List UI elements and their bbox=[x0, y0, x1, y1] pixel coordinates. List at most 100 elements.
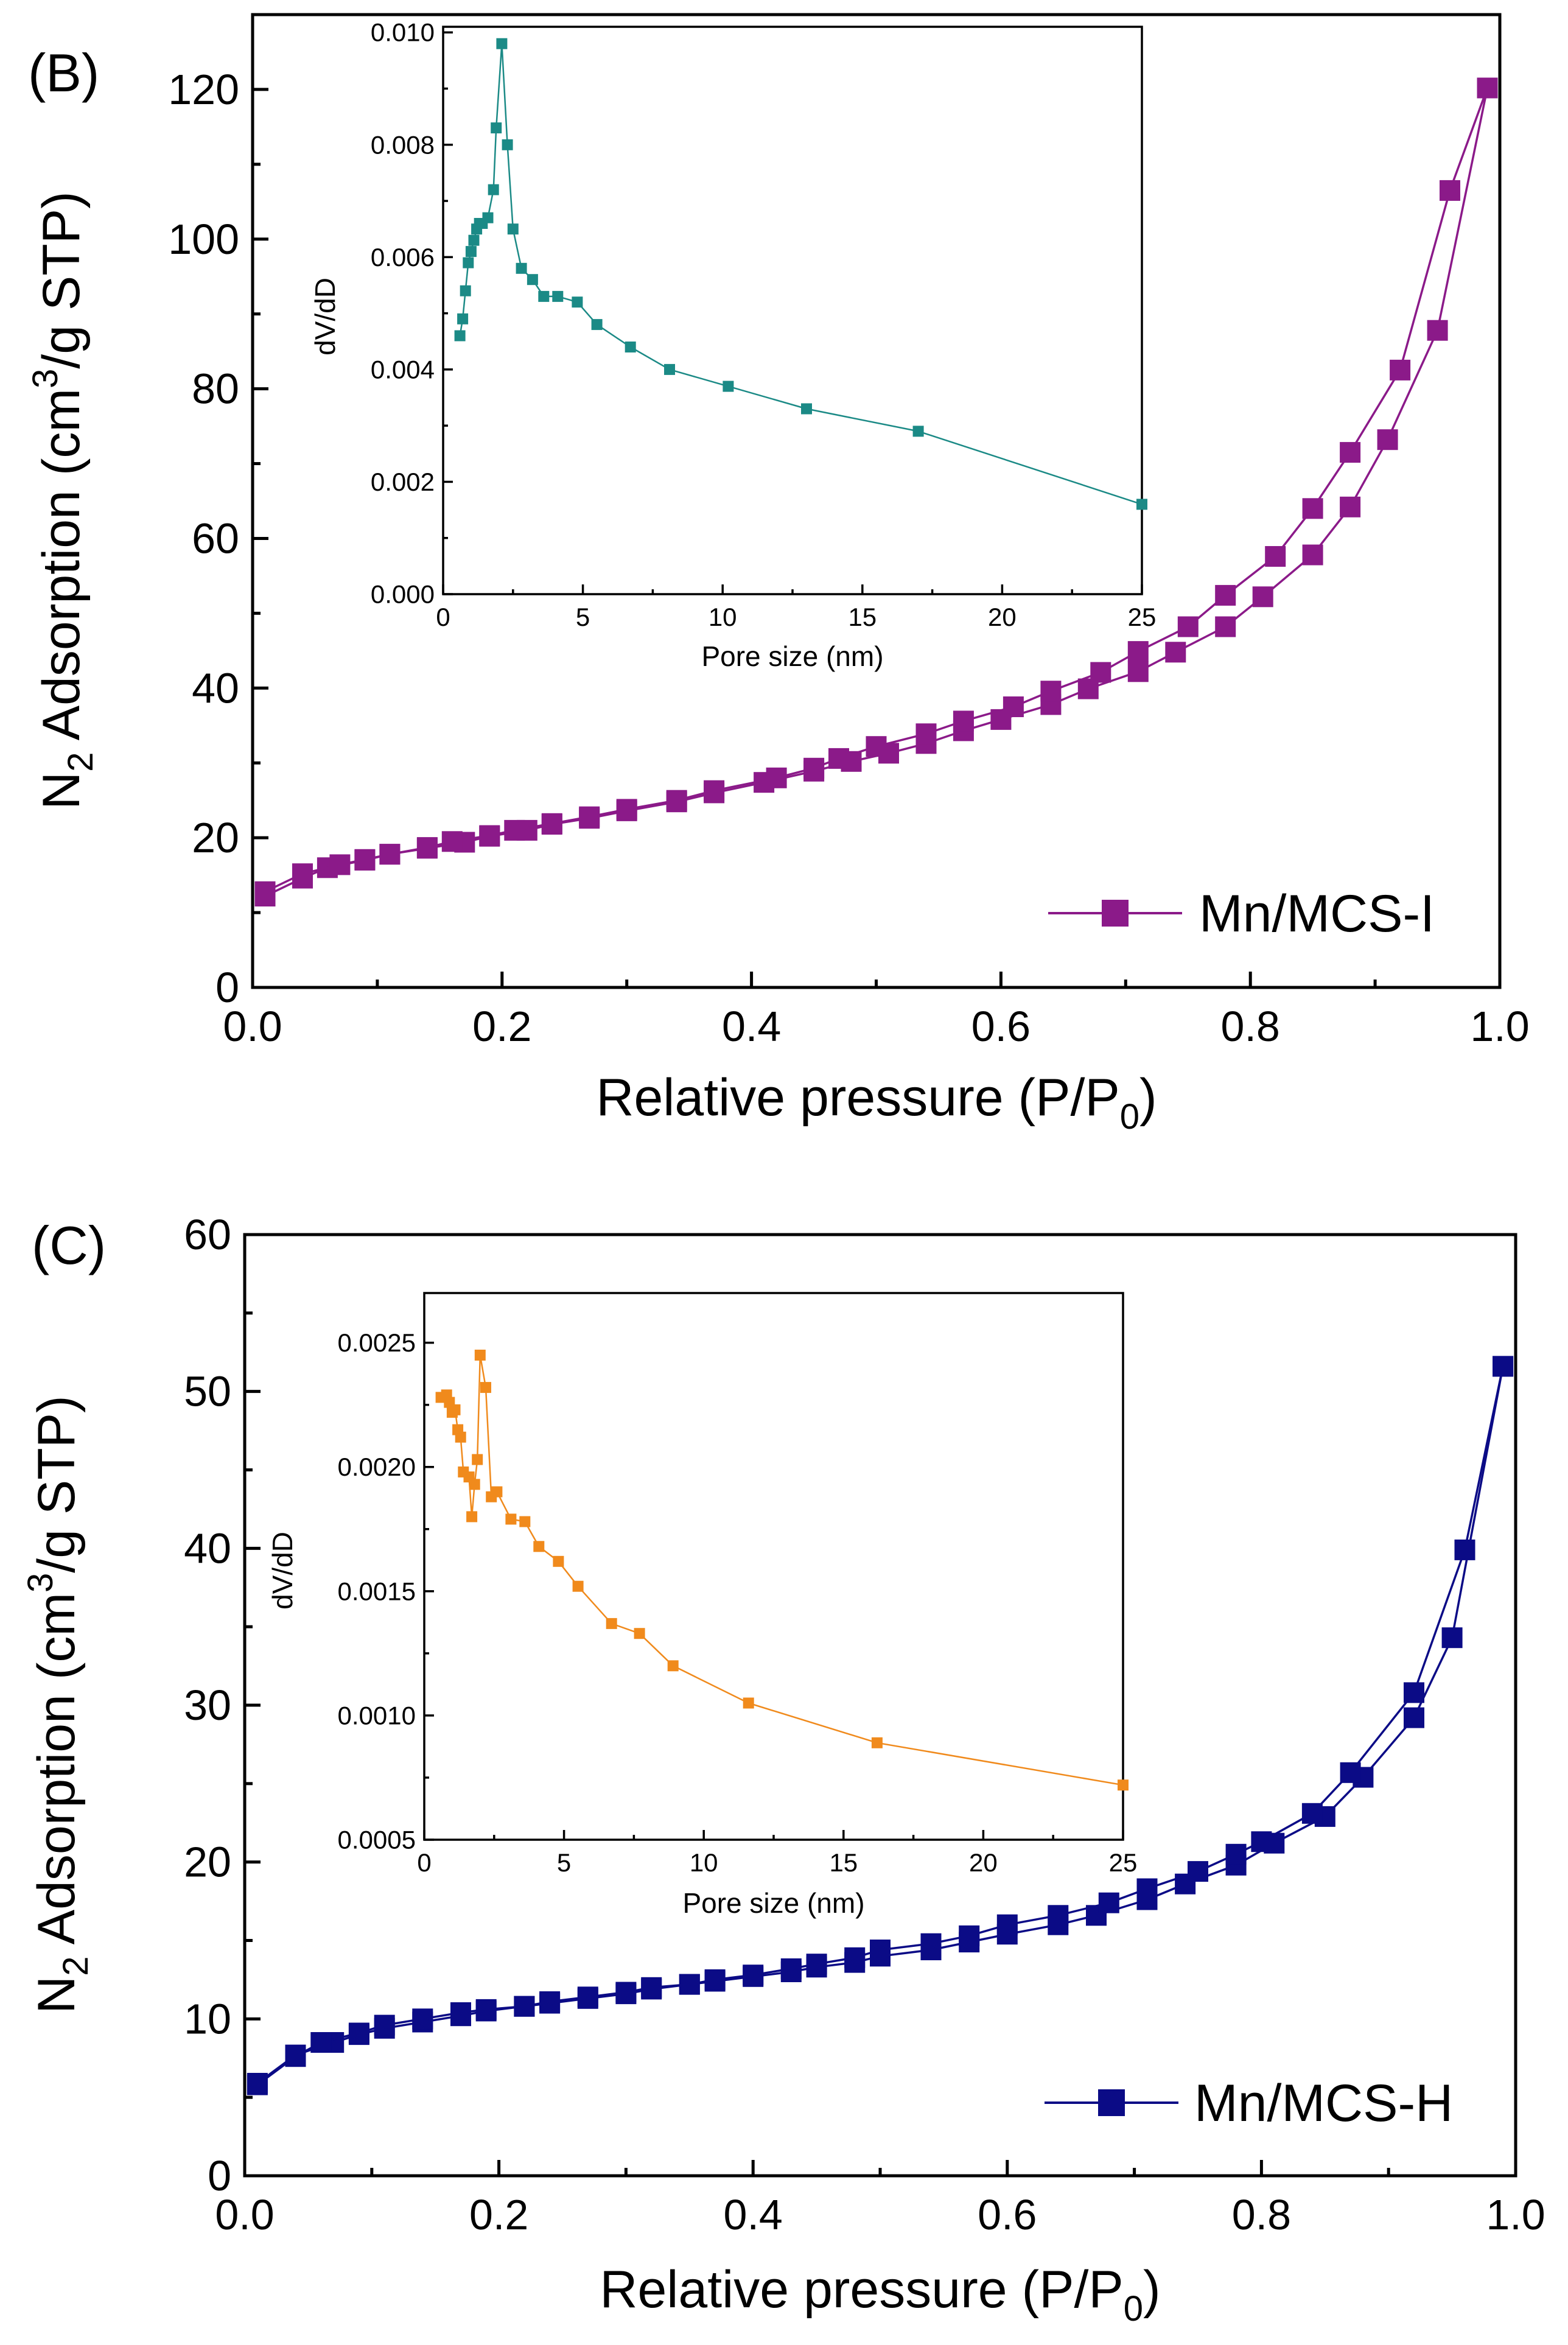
data-point bbox=[463, 257, 474, 268]
x-axis-title-b: Relative pressure (P/P0) bbox=[596, 1068, 1157, 1137]
data-point bbox=[505, 1513, 517, 1525]
x-tick-label: 0 bbox=[436, 603, 450, 631]
data-point bbox=[920, 1933, 942, 1954]
inset-axis-ticks-b: 0 5 10 15 20 25 0.000 0.002 0.004 0.006 0.008 0.010 bbox=[371, 18, 1156, 631]
data-point bbox=[475, 1999, 497, 2020]
data-point bbox=[472, 1454, 483, 1465]
data-point bbox=[533, 1541, 545, 1552]
data-point bbox=[666, 790, 687, 811]
y-tick-label: 0.0005 bbox=[338, 1826, 416, 1854]
y-tick-label: 0.0025 bbox=[338, 1328, 416, 1357]
y-tick-label: 40 bbox=[192, 664, 239, 712]
y-tick-label: 60 bbox=[192, 514, 239, 562]
data-point bbox=[491, 122, 502, 134]
data-point bbox=[379, 844, 401, 865]
data-point bbox=[806, 1954, 827, 1975]
y-tick-label: 20 bbox=[192, 814, 239, 861]
y-tick-label: 80 bbox=[192, 365, 239, 413]
y-tick-label: 20 bbox=[184, 1838, 231, 1886]
data-point bbox=[615, 1982, 637, 2003]
data-point bbox=[1454, 1539, 1475, 1560]
x-tick-label: 15 bbox=[848, 603, 877, 631]
data-point bbox=[606, 1618, 617, 1629]
x-tick-label: 0.8 bbox=[1221, 1003, 1280, 1050]
data-point bbox=[455, 1431, 466, 1443]
data-point bbox=[466, 1511, 478, 1523]
y-tick-label: 0.0020 bbox=[338, 1453, 416, 1481]
y-tick-label: 0 bbox=[215, 964, 239, 1011]
x-tick-label: 5 bbox=[557, 1848, 571, 1877]
x-tick-label: 5 bbox=[576, 603, 590, 631]
data-point bbox=[1440, 180, 1460, 201]
inset-series-marks-c bbox=[435, 1350, 1129, 1791]
data-point bbox=[488, 184, 499, 195]
data-point bbox=[502, 139, 513, 150]
data-point bbox=[1118, 1779, 1129, 1791]
data-point bbox=[527, 274, 538, 286]
data-point bbox=[1302, 498, 1323, 519]
data-point bbox=[292, 863, 313, 885]
data-point bbox=[460, 285, 471, 296]
series-marks-b bbox=[254, 77, 1498, 906]
plot-frame-c bbox=[243, 1233, 1517, 2178]
x-tick-label: 0.2 bbox=[469, 2191, 528, 2238]
inset-frame-b bbox=[442, 26, 1143, 595]
legend-marker-c bbox=[1098, 2089, 1125, 2116]
data-point bbox=[1040, 681, 1062, 702]
x-tick-label: 0 bbox=[417, 1848, 431, 1877]
inset-y-axis-title-b: dV/dD bbox=[309, 278, 341, 356]
data-point bbox=[1098, 1892, 1119, 1913]
data-point bbox=[915, 723, 937, 745]
y-tick-label: 0.008 bbox=[371, 130, 435, 159]
data-point bbox=[801, 403, 812, 415]
inset-c: 0 5 10 15 20 25 0.0005 0.0010 0.0015 0.0020 0.0025… bbox=[267, 1292, 1137, 1919]
data-point bbox=[572, 1580, 584, 1592]
data-point bbox=[465, 246, 477, 258]
data-point bbox=[285, 2046, 306, 2067]
data-point bbox=[491, 1486, 503, 1498]
data-point bbox=[496, 38, 508, 49]
inset-x-axis-title-c: Pore size (nm) bbox=[682, 1887, 864, 1919]
series-line bbox=[256, 1366, 1504, 2084]
data-point bbox=[541, 813, 562, 834]
data-point bbox=[704, 780, 725, 801]
series-marks-c bbox=[247, 1356, 1514, 2095]
y-tick-label: 0 bbox=[208, 2152, 231, 2200]
data-point bbox=[803, 757, 825, 779]
data-point bbox=[374, 2014, 395, 2036]
y-tick-label: 0.006 bbox=[371, 243, 435, 272]
x-tick-label: 1.0 bbox=[1486, 2191, 1545, 2238]
data-point bbox=[1302, 544, 1323, 566]
data-point bbox=[354, 849, 376, 870]
data-point bbox=[616, 799, 637, 820]
data-point bbox=[828, 748, 849, 769]
x-tick-label: 0.4 bbox=[722, 1003, 781, 1050]
inset-frame-c bbox=[423, 1292, 1124, 1841]
data-point bbox=[479, 825, 500, 846]
data-point bbox=[1404, 1707, 1424, 1728]
data-point bbox=[514, 1996, 535, 2017]
x-tick-label: 10 bbox=[690, 1848, 718, 1877]
data-point bbox=[679, 1974, 700, 1995]
series-line bbox=[256, 1366, 1504, 2086]
data-point bbox=[1477, 77, 1498, 99]
legend-b: Mn/MCS-I bbox=[1048, 885, 1435, 943]
y-tick-label: 0.002 bbox=[371, 468, 435, 496]
data-point bbox=[634, 1628, 645, 1639]
data-point bbox=[416, 837, 438, 858]
data-point bbox=[625, 342, 636, 352]
y-tick-label: 30 bbox=[184, 1681, 231, 1729]
inset-b: 0 5 10 15 20 25 0.000 0.002 0.004 0.006 0.008 0.010… bbox=[309, 18, 1156, 672]
data-point bbox=[1225, 1843, 1247, 1865]
data-point bbox=[577, 1986, 598, 2008]
data-point bbox=[329, 854, 351, 875]
data-point bbox=[579, 806, 600, 827]
data-point bbox=[247, 2074, 268, 2095]
y-tick-label: 100 bbox=[168, 216, 239, 263]
data-point bbox=[348, 2022, 369, 2044]
data-point bbox=[1265, 546, 1286, 567]
y-tick-label: 0.0015 bbox=[338, 1577, 416, 1605]
data-point bbox=[507, 223, 519, 235]
